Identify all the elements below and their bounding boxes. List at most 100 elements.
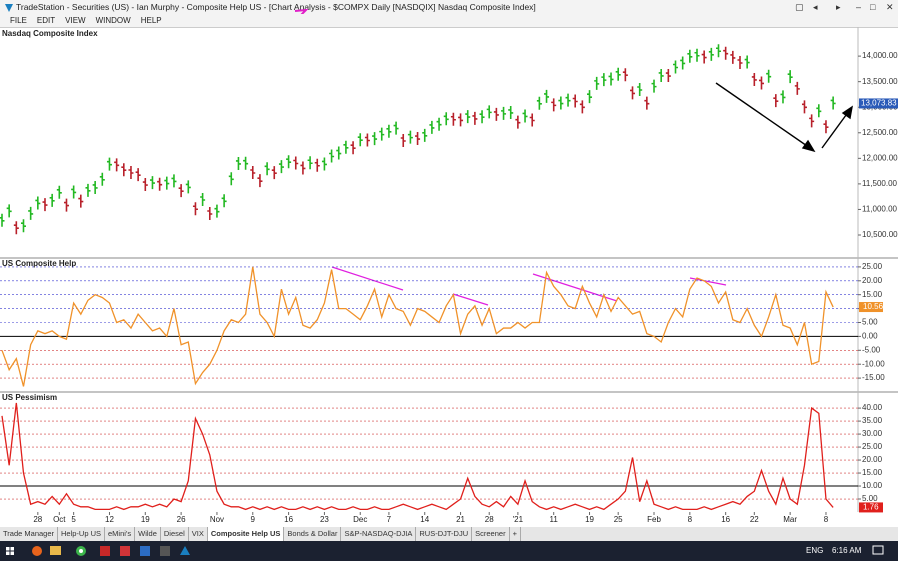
price-bar [343,140,349,154]
price-bar [644,96,650,110]
menu-item[interactable]: VIEW [65,16,86,25]
price-bar [472,111,478,125]
minimize-button[interactable]: – [856,2,862,12]
price-bar [364,133,370,147]
price-bar [708,47,714,61]
x-tick-label: 5 [71,515,76,524]
price-bar [149,176,155,190]
window-button[interactable]: ▢ [795,2,804,12]
price-bar [630,86,636,100]
menu-item[interactable]: FILE [10,16,27,25]
x-tick-label: 9 [251,515,256,524]
price-bar [680,56,686,70]
language[interactable]: ENG [806,546,824,555]
price-bar [751,72,757,86]
price-bar [13,221,19,235]
x-tick-label: 8 [824,515,829,524]
price-bar [350,141,356,155]
y-tick-label: 15.00 [862,468,883,477]
price-bar [357,133,363,147]
last-value-label: 1.76 [863,503,879,512]
sheet-tab[interactable]: Trade Manager [0,527,58,541]
price-bar [801,100,807,114]
close-button[interactable]: ✕ [886,2,894,12]
x-tick-label: Oct [53,515,66,524]
price-bar [71,185,77,199]
sheet-tab[interactable]: S&P-NASDAQ-DJIA [341,527,417,541]
price-bar [235,156,241,170]
price-bar [587,90,593,104]
last-value-box [859,302,883,313]
y-tick-label: 14,000.00 [862,51,898,60]
price-bar [92,180,98,194]
price-bar [35,196,41,210]
y-tick-label: -5.00 [862,345,881,354]
price-bar [479,110,485,124]
sheet-tab[interactable]: eMini's [105,527,136,541]
price-bar [622,68,628,82]
price-bar [114,158,120,172]
sheet-tab[interactable]: VIX [189,527,208,541]
x-tick-label: Feb [647,515,661,524]
menu-item[interactable]: WINDOW [95,16,131,25]
price-bar [6,204,12,218]
x-tick-label: 8 [688,515,693,524]
notifications[interactable] [872,545,884,557]
y-tick-label: 10.00 [862,481,883,490]
price-bar [830,96,836,110]
pane-title: Nasdaq Composite Index [2,29,98,38]
annotation-arrows [715,82,853,153]
sheet-tab[interactable]: Diesel [161,527,189,541]
sheet-tab[interactable]: + [510,527,521,541]
price-bar [594,76,600,90]
price-bar [529,113,535,127]
price-bar [572,94,578,108]
price-bar [501,106,507,120]
window-button[interactable]: ◂ [813,2,818,12]
y-tick-label: 40.00 [862,403,883,412]
x-tick-label: '21 [513,515,524,524]
price-bar [307,156,313,170]
x-tick-label: 16 [284,515,293,524]
price-bar [522,109,528,123]
price-bar [171,174,177,188]
price-bar [321,157,327,171]
price-bar [579,100,585,114]
price-bar [250,166,256,180]
price-bar [157,177,163,191]
price-bar [415,132,421,146]
price-bar [615,67,621,81]
price-bar [63,198,69,212]
sheet-tab[interactable]: RUS-DJT-DJU [416,527,473,541]
price-bar [135,168,141,182]
x-tick-label: 28 [33,515,42,524]
window-button[interactable]: ▸ [836,2,841,12]
price-bar [694,48,700,62]
price-bar [192,202,198,216]
sheet-tab[interactable]: Bonds & Dollar [284,527,342,541]
sheet-tab[interactable]: Wilde [135,527,161,541]
x-tick-label: 14 [420,515,429,524]
x-tick-label: 19 [585,515,594,524]
price-bar [558,96,564,110]
maximize-button[interactable]: □ [870,2,876,12]
y-tick-label: 11,500.00 [862,179,898,188]
menu-item[interactable]: EDIT [36,16,56,25]
price-bar [372,132,378,146]
price-bar [20,219,26,233]
x-tick-label: Nov [210,515,224,524]
y-tick-label: 11,000.00 [862,205,898,214]
sheet-tab[interactable]: Composite Help US [207,527,285,541]
price-bar [673,60,679,74]
clock[interactable]: 6:16 AM [832,546,862,555]
price-bar [458,113,464,127]
price-bar [243,156,249,170]
price-bar [429,120,435,134]
menu-item[interactable]: HELP [140,16,162,25]
y-tick-label: 0.00 [862,332,878,341]
sheet-tab[interactable]: Help-Up US [58,527,106,541]
price-bar [257,174,263,188]
menu-bar: FILE EDIT VIEW WINDOW HELP [0,14,898,28]
sheet-tab[interactable]: Screener [472,527,510,541]
